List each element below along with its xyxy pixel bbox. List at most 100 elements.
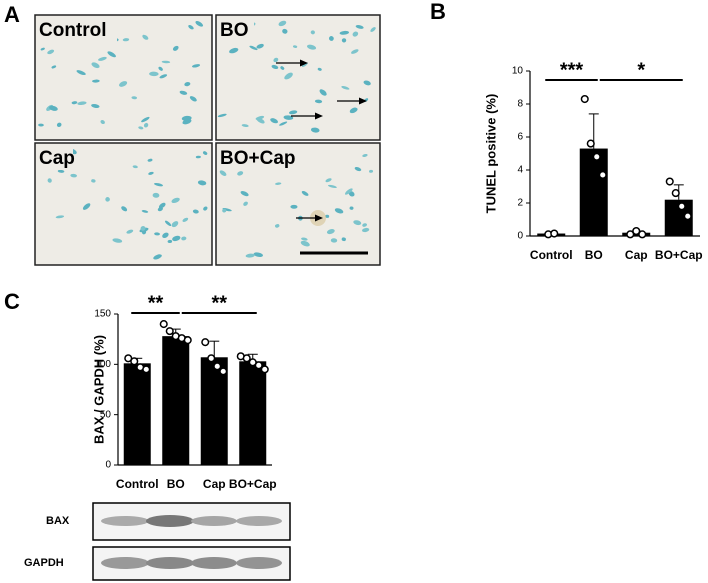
- data-point: [219, 367, 228, 376]
- x-tick-label: BO+Cap: [655, 248, 703, 262]
- cell: [171, 197, 180, 204]
- label-bg: [37, 146, 73, 170]
- cell: [326, 228, 335, 235]
- cell: [275, 182, 282, 185]
- cell: [70, 173, 78, 178]
- x-tick-label: BO: [585, 248, 603, 262]
- y-tick-label: 4: [517, 165, 523, 176]
- cell: [351, 49, 359, 54]
- cell: [188, 24, 194, 30]
- cell: [195, 21, 204, 27]
- data-point: [254, 361, 263, 370]
- cell: [57, 169, 65, 173]
- cell: [112, 238, 123, 243]
- cell: [140, 226, 146, 231]
- arrowhead: [315, 214, 323, 222]
- data-point: [580, 95, 589, 104]
- cell: [38, 123, 44, 127]
- cell: [319, 89, 327, 96]
- cell: [172, 45, 179, 51]
- cell: [189, 96, 197, 102]
- panel-letter: A: [4, 2, 20, 27]
- cell: [271, 64, 279, 70]
- cell: [141, 210, 149, 213]
- label-bg: [218, 146, 300, 170]
- cell: [126, 229, 134, 234]
- image-label: Cap: [39, 148, 75, 169]
- cell: [280, 66, 285, 70]
- data-point: [183, 336, 192, 345]
- cell: [152, 192, 160, 198]
- cell: [76, 70, 86, 76]
- cell: [290, 204, 298, 209]
- cell: [362, 223, 368, 227]
- cell: [149, 71, 159, 77]
- cell: [162, 232, 169, 238]
- bar: [123, 363, 151, 465]
- blot-label: GAPDH: [24, 557, 64, 569]
- x-tick-label: Cap: [203, 477, 226, 491]
- cell: [330, 238, 338, 243]
- cell: [47, 49, 55, 55]
- cell: [47, 178, 52, 183]
- panel-letter: C: [4, 289, 20, 314]
- data-point: [124, 354, 133, 363]
- x-tick-label: BO: [167, 477, 185, 491]
- blot-band: [236, 557, 282, 569]
- cell: [203, 151, 208, 155]
- cell: [245, 253, 255, 258]
- data-point: [201, 338, 210, 347]
- x-tick-label: Control: [116, 477, 159, 491]
- cell: [91, 62, 100, 69]
- cell: [122, 38, 130, 42]
- cell: [171, 221, 179, 228]
- y-axis-label: TUNEL positive (%): [483, 94, 498, 214]
- data-point: [130, 357, 139, 366]
- y-tick-label: 6: [517, 132, 523, 143]
- cell: [179, 90, 188, 95]
- cell: [301, 237, 308, 241]
- cell: [353, 220, 362, 226]
- blot-band: [236, 516, 282, 526]
- image-label: Control: [39, 20, 107, 41]
- cell: [253, 252, 263, 257]
- data-point: [598, 170, 607, 179]
- data-point: [142, 365, 151, 374]
- cell: [56, 122, 62, 128]
- cell: [154, 182, 163, 187]
- cell: [362, 153, 368, 158]
- cell: [181, 115, 192, 121]
- blot-band: [101, 516, 149, 526]
- blot-band: [101, 557, 149, 569]
- cell: [310, 30, 315, 35]
- data-point: [213, 362, 222, 371]
- cell: [141, 229, 147, 235]
- cell: [341, 237, 346, 242]
- cell: [288, 110, 298, 115]
- panel-letter: B: [430, 0, 446, 24]
- blot-band: [191, 516, 237, 526]
- cell: [161, 60, 171, 64]
- cell: [325, 178, 332, 183]
- cell: [203, 206, 208, 211]
- y-tick-label: 10: [512, 66, 524, 77]
- cell: [354, 167, 362, 172]
- arrowhead: [315, 112, 323, 120]
- data-point: [207, 354, 216, 363]
- cell: [142, 34, 149, 40]
- cell: [283, 115, 294, 120]
- data-point: [665, 177, 674, 186]
- blots: BAX GAPDH: [24, 502, 291, 581]
- data-point: [248, 358, 257, 367]
- arrowhead: [359, 97, 367, 105]
- y-tick-label: 8: [517, 99, 523, 110]
- cell: [49, 105, 58, 111]
- data-point: [260, 365, 269, 374]
- cell: [284, 72, 293, 80]
- cell: [147, 158, 153, 162]
- y-tick-label: 0: [105, 460, 111, 471]
- cell: [325, 214, 330, 218]
- bar: [239, 361, 267, 465]
- y-tick-label: 100: [94, 359, 111, 370]
- cell: [158, 202, 166, 209]
